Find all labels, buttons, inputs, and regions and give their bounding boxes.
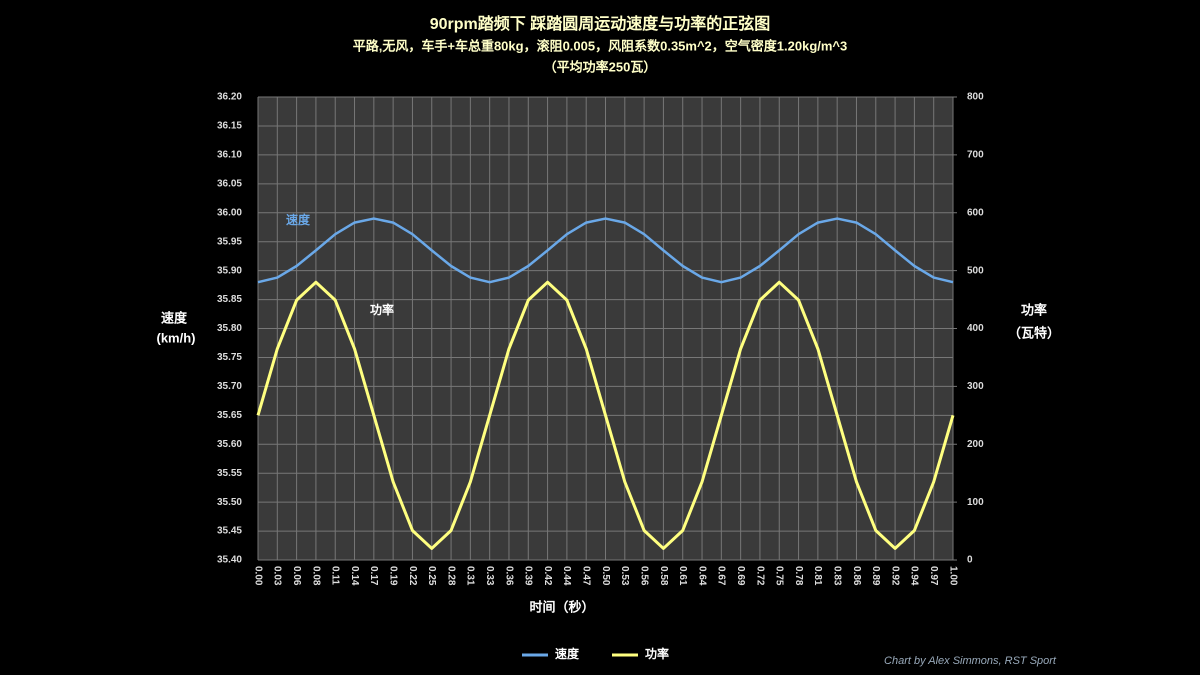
x-tick-label: 0.19 — [387, 566, 398, 586]
legend-label: 速度 — [555, 646, 580, 661]
y-tick-label: 35.40 — [217, 555, 242, 566]
y-tick-label: 35.95 — [217, 236, 242, 247]
x-tick-label: 0.47 — [581, 566, 592, 586]
x-tick-label: 0.81 — [812, 566, 823, 586]
credit: Chart by Alex Simmons, RST Sport — [884, 655, 1057, 667]
x-tick-label: 0.39 — [523, 566, 534, 586]
y-axis-label: (km/h) — [157, 330, 196, 345]
y-tick-label: 36.05 — [217, 178, 242, 189]
annotation: 速度 — [286, 212, 311, 227]
y-tick-label: 35.80 — [217, 323, 242, 334]
x-tick-label: 0.72 — [754, 566, 765, 586]
y-tick-label: 36.10 — [217, 150, 242, 161]
x-tick-label: 0.42 — [542, 566, 553, 586]
line-series — [257, 217, 954, 284]
x-tick-label: 0.17 — [368, 566, 379, 586]
y-tick-label: 35.85 — [217, 294, 242, 305]
y-tick-label: 35.65 — [217, 410, 242, 421]
x-tick-label: 1.00 — [947, 566, 958, 586]
y-tick-label: 36.00 — [217, 207, 242, 218]
x-tick-label: 0.78 — [793, 566, 804, 586]
x-tick-label: 0.69 — [735, 566, 746, 586]
x-tick-label: 0.03 — [272, 566, 283, 586]
x-tick-label: 0.14 — [349, 566, 360, 586]
legend-label: 功率 — [645, 646, 669, 661]
x-tick-label: 0.06 — [291, 566, 302, 586]
y2-tick-label: 800 — [967, 92, 984, 103]
x-tick-label: 0.67 — [716, 566, 727, 586]
y-tick-label: 35.55 — [217, 468, 242, 479]
x-tick-label: 0.94 — [909, 566, 920, 586]
x-tick-label: 0.58 — [658, 566, 669, 586]
y-tick-label: 35.50 — [217, 497, 242, 508]
y-tick-label: 35.70 — [217, 381, 242, 392]
x-tick-label: 0.83 — [832, 566, 843, 586]
x-tick-label: 0.00 — [252, 566, 263, 586]
x-tick-label: 0.53 — [619, 566, 630, 586]
x-tick-label: 0.89 — [870, 566, 881, 586]
y-tick-label: 36.15 — [217, 121, 242, 132]
chart-subtitle: 平路,无风，车手+车总重80kg，滚阻0.005，风阻系数0.35m^2，空气密… — [353, 38, 848, 53]
y2-axis-label: （瓦特） — [1008, 325, 1060, 340]
y2-tick-label: 300 — [967, 381, 984, 392]
chart-subtitle: （平均功率250瓦） — [544, 59, 657, 74]
x-tick-label: 0.97 — [928, 566, 939, 586]
x-tick-label: 0.11 — [330, 566, 341, 585]
y-axis-label: 速度 — [161, 310, 188, 325]
x-tick-label: 0.33 — [484, 566, 495, 586]
y2-tick-label: 500 — [967, 265, 984, 276]
y-tick-label: 35.60 — [217, 439, 242, 450]
y2-tick-label: 400 — [967, 323, 984, 334]
line-series — [256, 280, 955, 550]
y-tick-label: 35.90 — [217, 265, 242, 276]
x-tick-label: 0.56 — [638, 566, 649, 586]
x-tick-label: 0.36 — [503, 566, 514, 586]
y2-axis-label: 功率 — [1021, 302, 1047, 317]
x-axis-label: 时间（秒） — [529, 599, 594, 614]
y-tick-label: 35.45 — [217, 526, 242, 537]
y2-tick-label: 700 — [967, 150, 984, 161]
y-tick-label: 35.75 — [217, 352, 242, 363]
y-tick-label: 36.20 — [217, 92, 242, 103]
y2-tick-label: 200 — [967, 439, 984, 450]
y2-tick-label: 100 — [967, 497, 984, 508]
x-tick-label: 0.22 — [407, 566, 418, 586]
chart-title: 90rpm踏频下 踩踏圆周运动速度与功率的正弦图 — [430, 14, 770, 33]
x-tick-label: 0.64 — [696, 566, 707, 586]
x-tick-label: 0.92 — [889, 566, 900, 586]
y2-tick-label: 0 — [967, 555, 973, 566]
x-tick-label: 0.25 — [426, 566, 437, 586]
annotation: 功率 — [370, 302, 394, 317]
x-tick-label: 0.44 — [561, 566, 572, 586]
x-tick-label: 0.86 — [851, 566, 862, 586]
x-tick-label: 0.28 — [445, 566, 456, 586]
x-tick-label: 0.31 — [465, 566, 476, 586]
x-tick-label: 0.75 — [774, 566, 785, 586]
x-tick-label: 0.50 — [600, 566, 611, 586]
x-tick-label: 0.61 — [677, 566, 688, 586]
y2-tick-label: 600 — [967, 207, 984, 218]
x-tick-label: 0.08 — [310, 566, 321, 586]
